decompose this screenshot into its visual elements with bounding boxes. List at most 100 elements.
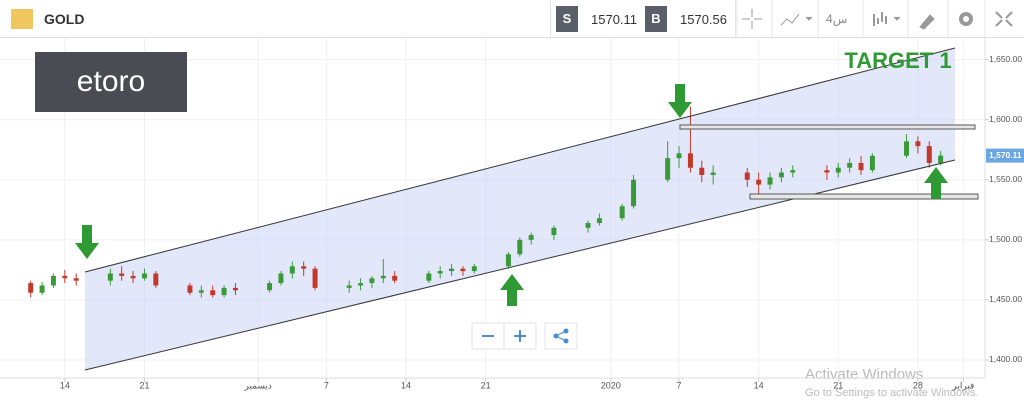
candle-body [301,266,307,269]
candle-body [596,218,602,224]
candle-body [346,285,352,288]
candle-body [471,266,477,272]
candles [28,106,944,298]
candle-body [380,275,386,279]
watermark-subtitle: Go to Settings to activate Windows. [805,387,979,399]
chart-type-tool[interactable] [780,13,813,26]
candle-body [551,227,557,236]
candle-body [210,290,216,296]
x-tick-label: 14 [401,380,411,390]
candle-body [426,273,432,281]
sell-price: 1570.11 [591,12,638,27]
top-bar: GOLD S 1570.11 B 1570.56 4س [0,0,1024,38]
candle-body [312,268,318,288]
arrow-up [500,274,524,306]
candle-body [926,146,932,163]
candle-body [198,290,204,293]
x-tick-label: 21 [481,380,491,390]
candle-body [187,285,193,293]
candle-body [619,206,625,219]
y-axis-panel [985,38,1024,401]
asset-icon [11,9,33,29]
candle-body [687,153,693,168]
share-button[interactable] [544,322,578,350]
separator [550,0,551,38]
timeframe[interactable]: 4س [826,12,848,26]
y-tick-label: 1,400.00 [989,354,1022,364]
candle-body [756,179,762,185]
candle-body [505,254,511,267]
candle-body [585,223,591,228]
candle-body [39,285,45,293]
x-tick-label: ديسمبر [243,380,271,391]
candle-body [710,172,716,175]
zoom-out-button[interactable] [471,322,505,350]
candle-body [869,155,875,171]
candle-body [676,153,682,159]
candle-body [73,278,79,281]
candle-body [141,273,147,279]
candle-body [528,235,534,240]
candle-body [289,266,295,274]
candle-body [744,172,750,180]
candle-body [50,275,56,286]
candle-body [517,239,523,255]
symbol: GOLD [44,11,85,27]
annotation: TARGET 1 [844,48,951,73]
last-price-label: 1,570.11 [989,150,1022,160]
fullscreen-tool[interactable] [995,11,1013,27]
toolbar [736,0,1013,38]
candle-body [824,170,830,173]
candle-body [392,275,398,281]
candle-body [858,162,864,171]
x-tick-label: فبراير [951,380,974,391]
sell-button[interactable]: S [556,6,578,32]
candle-body [904,141,910,156]
candle-body [62,275,68,279]
channel-upper [84,47,956,273]
channel-fill [85,48,955,370]
candle-body [460,268,466,272]
candle-body [835,167,841,173]
candle-body [631,179,637,207]
candle-body [449,268,455,272]
candle-body [665,158,671,180]
x-tick-label: 7 [324,380,329,390]
candle-body [221,287,227,296]
candle-body [847,162,853,168]
candle-body [437,271,443,274]
candle-body [938,155,944,163]
grid [0,38,985,378]
separator [735,0,736,38]
arrow-up [924,167,948,199]
candle-body [107,273,113,281]
indicator-tool[interactable] [873,12,901,26]
candle-body [119,273,125,276]
crosshair-tool[interactable] [742,9,762,29]
candle-body [915,141,921,147]
settings-tool[interactable] [959,12,973,26]
zoom-in-button[interactable] [503,322,537,350]
candle-body [130,275,136,279]
draw-tool[interactable] [919,14,935,30]
watermark-title: Activate Windows [805,366,923,383]
y-tick-label: 1,650.00 [989,54,1022,64]
logo: etoro [77,65,145,98]
candle-body [790,170,796,173]
x-tick-label: 7 [677,380,682,390]
y-tick-label: 1,550.00 [989,174,1022,184]
arrow-down [668,84,692,118]
buy-price: 1570.56 [680,12,727,27]
logo-box [35,52,187,112]
candle-body [699,167,705,175]
x-tick-label: 21 [833,380,843,390]
arrow-down [75,225,99,259]
candle-body [28,283,34,293]
candle-body [232,287,238,291]
buy-button[interactable]: B [645,6,667,32]
y-tick-label: 1,600.00 [989,114,1022,124]
support-level [749,193,979,200]
candle-body [767,177,773,185]
